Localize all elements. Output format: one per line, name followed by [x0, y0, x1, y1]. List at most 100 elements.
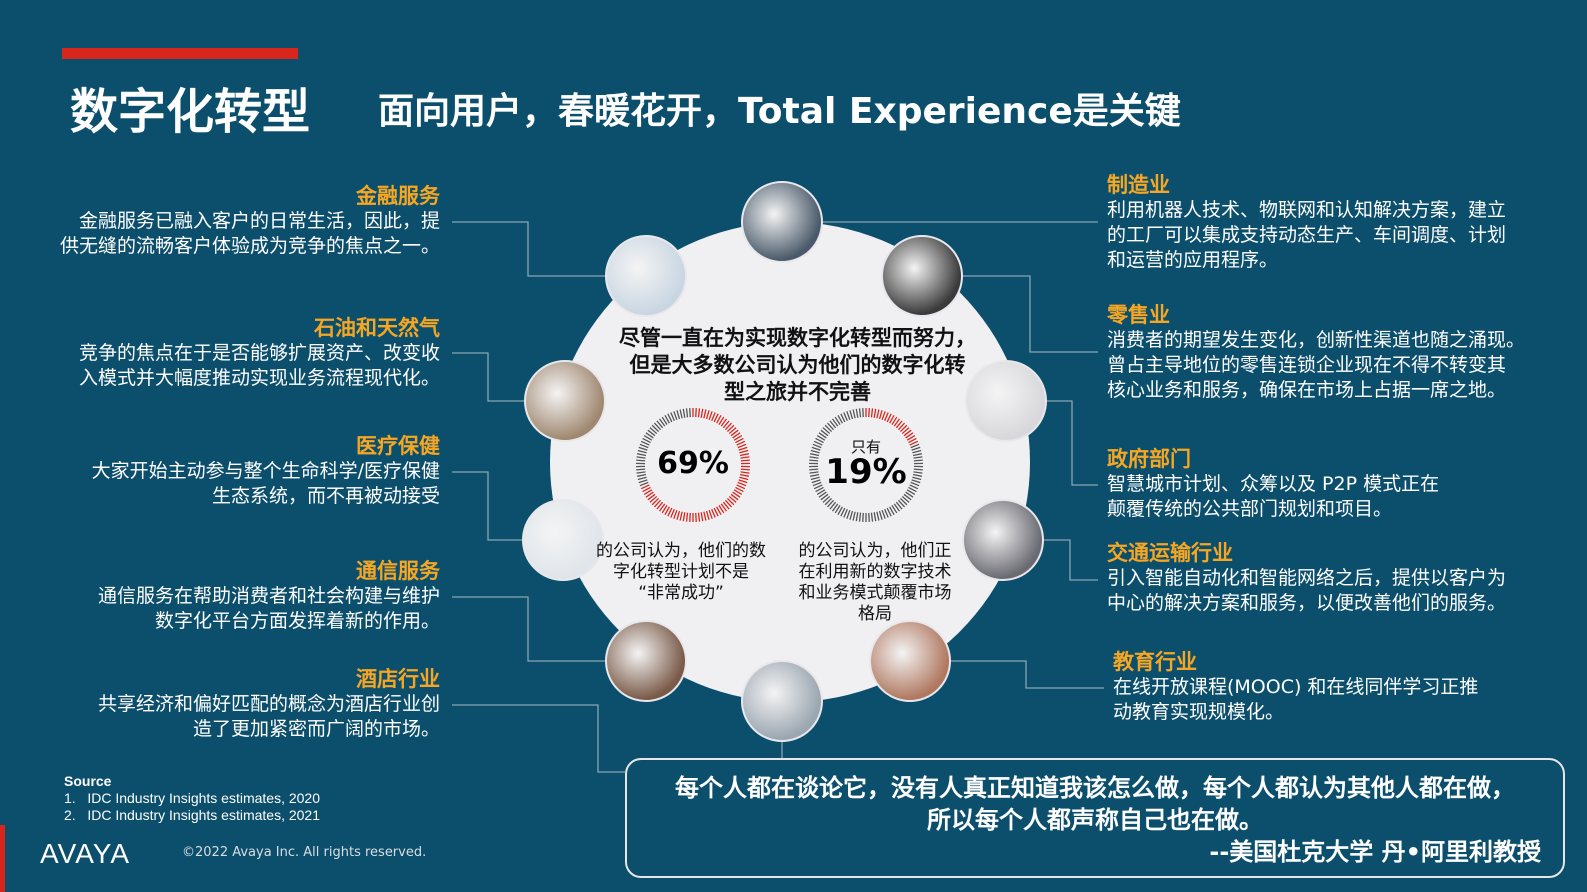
- industry-text: 共享经济和偏好匹配的概念为酒店行业创: [97, 693, 440, 715]
- ring-tick: [884, 412, 889, 422]
- ring-tick: [735, 486, 744, 493]
- ring-tick: [649, 495, 658, 503]
- industry-text: 供无缝的流畅客户体验成为竞争的焦点之一。: [59, 235, 440, 257]
- ring-tick: [736, 484, 746, 490]
- ring-tick: [658, 503, 666, 512]
- ring-tick: [708, 509, 713, 519]
- ring-tick: [732, 491, 741, 498]
- ring-tick: [901, 427, 910, 435]
- industry-photo: [741, 660, 823, 742]
- industry-right-0: 制造业 利用机器人技术、物联网和认知解决方案，建立 的工厂可以集成支持动态生产、车间…: [1107, 172, 1506, 273]
- ring-tick: [812, 481, 822, 487]
- ring-tick: [689, 512, 691, 522]
- ring-tick: [852, 511, 856, 521]
- ring-tick: [711, 508, 716, 518]
- ring-tick: [738, 446, 748, 451]
- ring-tick: [809, 471, 819, 474]
- industry-photo: [741, 181, 823, 263]
- stat2-value: 19%: [825, 452, 907, 492]
- ring-tick: [908, 486, 917, 493]
- industry-text: 的工厂可以集成支持动态生产、车间调度、计划: [1107, 224, 1507, 246]
- ring-tick: [718, 416, 725, 425]
- ring-tick: [642, 437, 651, 444]
- ring-tick: [912, 449, 922, 454]
- industry-text: 通信服务在帮助消费者和社会构建与维护: [97, 585, 440, 607]
- ring-tick: [901, 495, 910, 503]
- ring-tick: [676, 510, 681, 520]
- ring-tick: [724, 422, 733, 431]
- industry-photo: [605, 620, 687, 702]
- ring-tick: [852, 409, 856, 419]
- ring-tick: [735, 437, 744, 444]
- ring-tick: [893, 418, 901, 427]
- ring-tick: [822, 495, 831, 503]
- industry-title: 零售业: [1107, 303, 1170, 327]
- ring-tick: [637, 449, 647, 454]
- ring-tick: [636, 468, 646, 471]
- ring-tick: [664, 506, 670, 515]
- ring-tick: [886, 413, 892, 423]
- ring-tick: [905, 432, 914, 439]
- ring-tick: [642, 486, 651, 493]
- ring-tick: [733, 489, 743, 495]
- ring-tick: [820, 429, 829, 437]
- ring-tick: [862, 512, 864, 522]
- industry-text: 入模式并大幅度推动实现业务流程现代化。: [78, 367, 440, 389]
- ring-tick: [738, 479, 748, 484]
- industry-left-2: 医疗保健 大家开始主动参与整个生命科学/医疗保健 生态系统，而不再被动接受: [92, 433, 440, 509]
- ring-tick: [809, 456, 819, 459]
- ring-tick: [697, 408, 701, 418]
- industry-left-1: 石油和天然气 竞争的焦点在于是否能够扩展资产、改变收 入模式并大幅度推动实现业务流程…: [79, 315, 440, 391]
- ring-tick: [645, 491, 654, 498]
- industry-text: 曾占主导地位的零售连锁企业现在不得不转变其: [1107, 354, 1507, 376]
- ring-tick: [849, 410, 854, 420]
- copyright: ©2022 Avaya Inc. All rights reserved.: [182, 845, 427, 860]
- industry-text: 消费者的期望发生变化，创新性渠道也随之涌现。: [1107, 329, 1526, 351]
- industry-title: 教育行业: [1113, 650, 1197, 674]
- industry-text: 颠覆传统的公共部门规划和项目。: [1107, 498, 1393, 520]
- ring-tick: [816, 435, 826, 441]
- ring-tick: [637, 453, 647, 457]
- ring-tick: [816, 489, 826, 495]
- ring-tick: [695, 512, 697, 522]
- stat1-value: 69%: [657, 446, 729, 481]
- industry-text: 核心业务和服务，确保在市场上占据一席之地。: [1107, 379, 1507, 401]
- center-heading: 尽管一直在为实现数字化转型而努力， 但是大多数公司认为他们的数字化转 型之旅并不…: [619, 326, 976, 404]
- ring-tick: [868, 512, 870, 522]
- ring-tick: [810, 476, 820, 481]
- ring-tick: [911, 479, 921, 484]
- ring-tick: [837, 506, 843, 515]
- ring-tick: [829, 420, 837, 429]
- ring-tick: [809, 459, 819, 462]
- stat2-prefix: 只有: [850, 438, 881, 456]
- quote-box: 每个人都在谈论它，没有人真正知道我该怎么做，每个人都认为其他人都在做， 所以每个…: [625, 758, 1565, 878]
- ring-tick: [822, 427, 831, 435]
- industry-text: 智慧城市计划、众筹以及 P2P 模式正在: [1107, 473, 1440, 495]
- ring-tick: [737, 481, 747, 487]
- ring-tick: [818, 432, 827, 439]
- ring-tick: [713, 413, 719, 423]
- ring-tick: [895, 501, 903, 510]
- ring-tick: [824, 424, 833, 433]
- ring-tick: [739, 453, 749, 457]
- ring-tick: [826, 422, 835, 431]
- ring-tick: [843, 508, 848, 518]
- industry-text: 竞争的焦点在于是否能够扩展资产、改变收: [78, 342, 440, 364]
- ring-tick: [689, 408, 691, 418]
- ring-tick: [739, 449, 749, 454]
- ring-tick: [661, 416, 668, 425]
- ring-tick: [679, 511, 683, 521]
- industry-left-0: 金融服务 金融服务已融入客户的日常生活，因此，提 供无缝的流畅客户体验成为竞争的焦点…: [60, 183, 440, 259]
- industry-photo: [522, 499, 604, 581]
- industry-text: 数字化平台方面发挥着新的作用。: [154, 610, 440, 632]
- ring-tick: [656, 420, 664, 429]
- ring-tick: [913, 471, 923, 474]
- ring-tick: [656, 501, 664, 510]
- ring-tick: [829, 501, 837, 510]
- ring-tick: [834, 416, 841, 425]
- ring-tick: [909, 484, 919, 490]
- title-accent-bar: [62, 48, 298, 59]
- ring-tick: [638, 479, 648, 484]
- ring-tick: [636, 459, 646, 462]
- industry-photo: [524, 360, 606, 442]
